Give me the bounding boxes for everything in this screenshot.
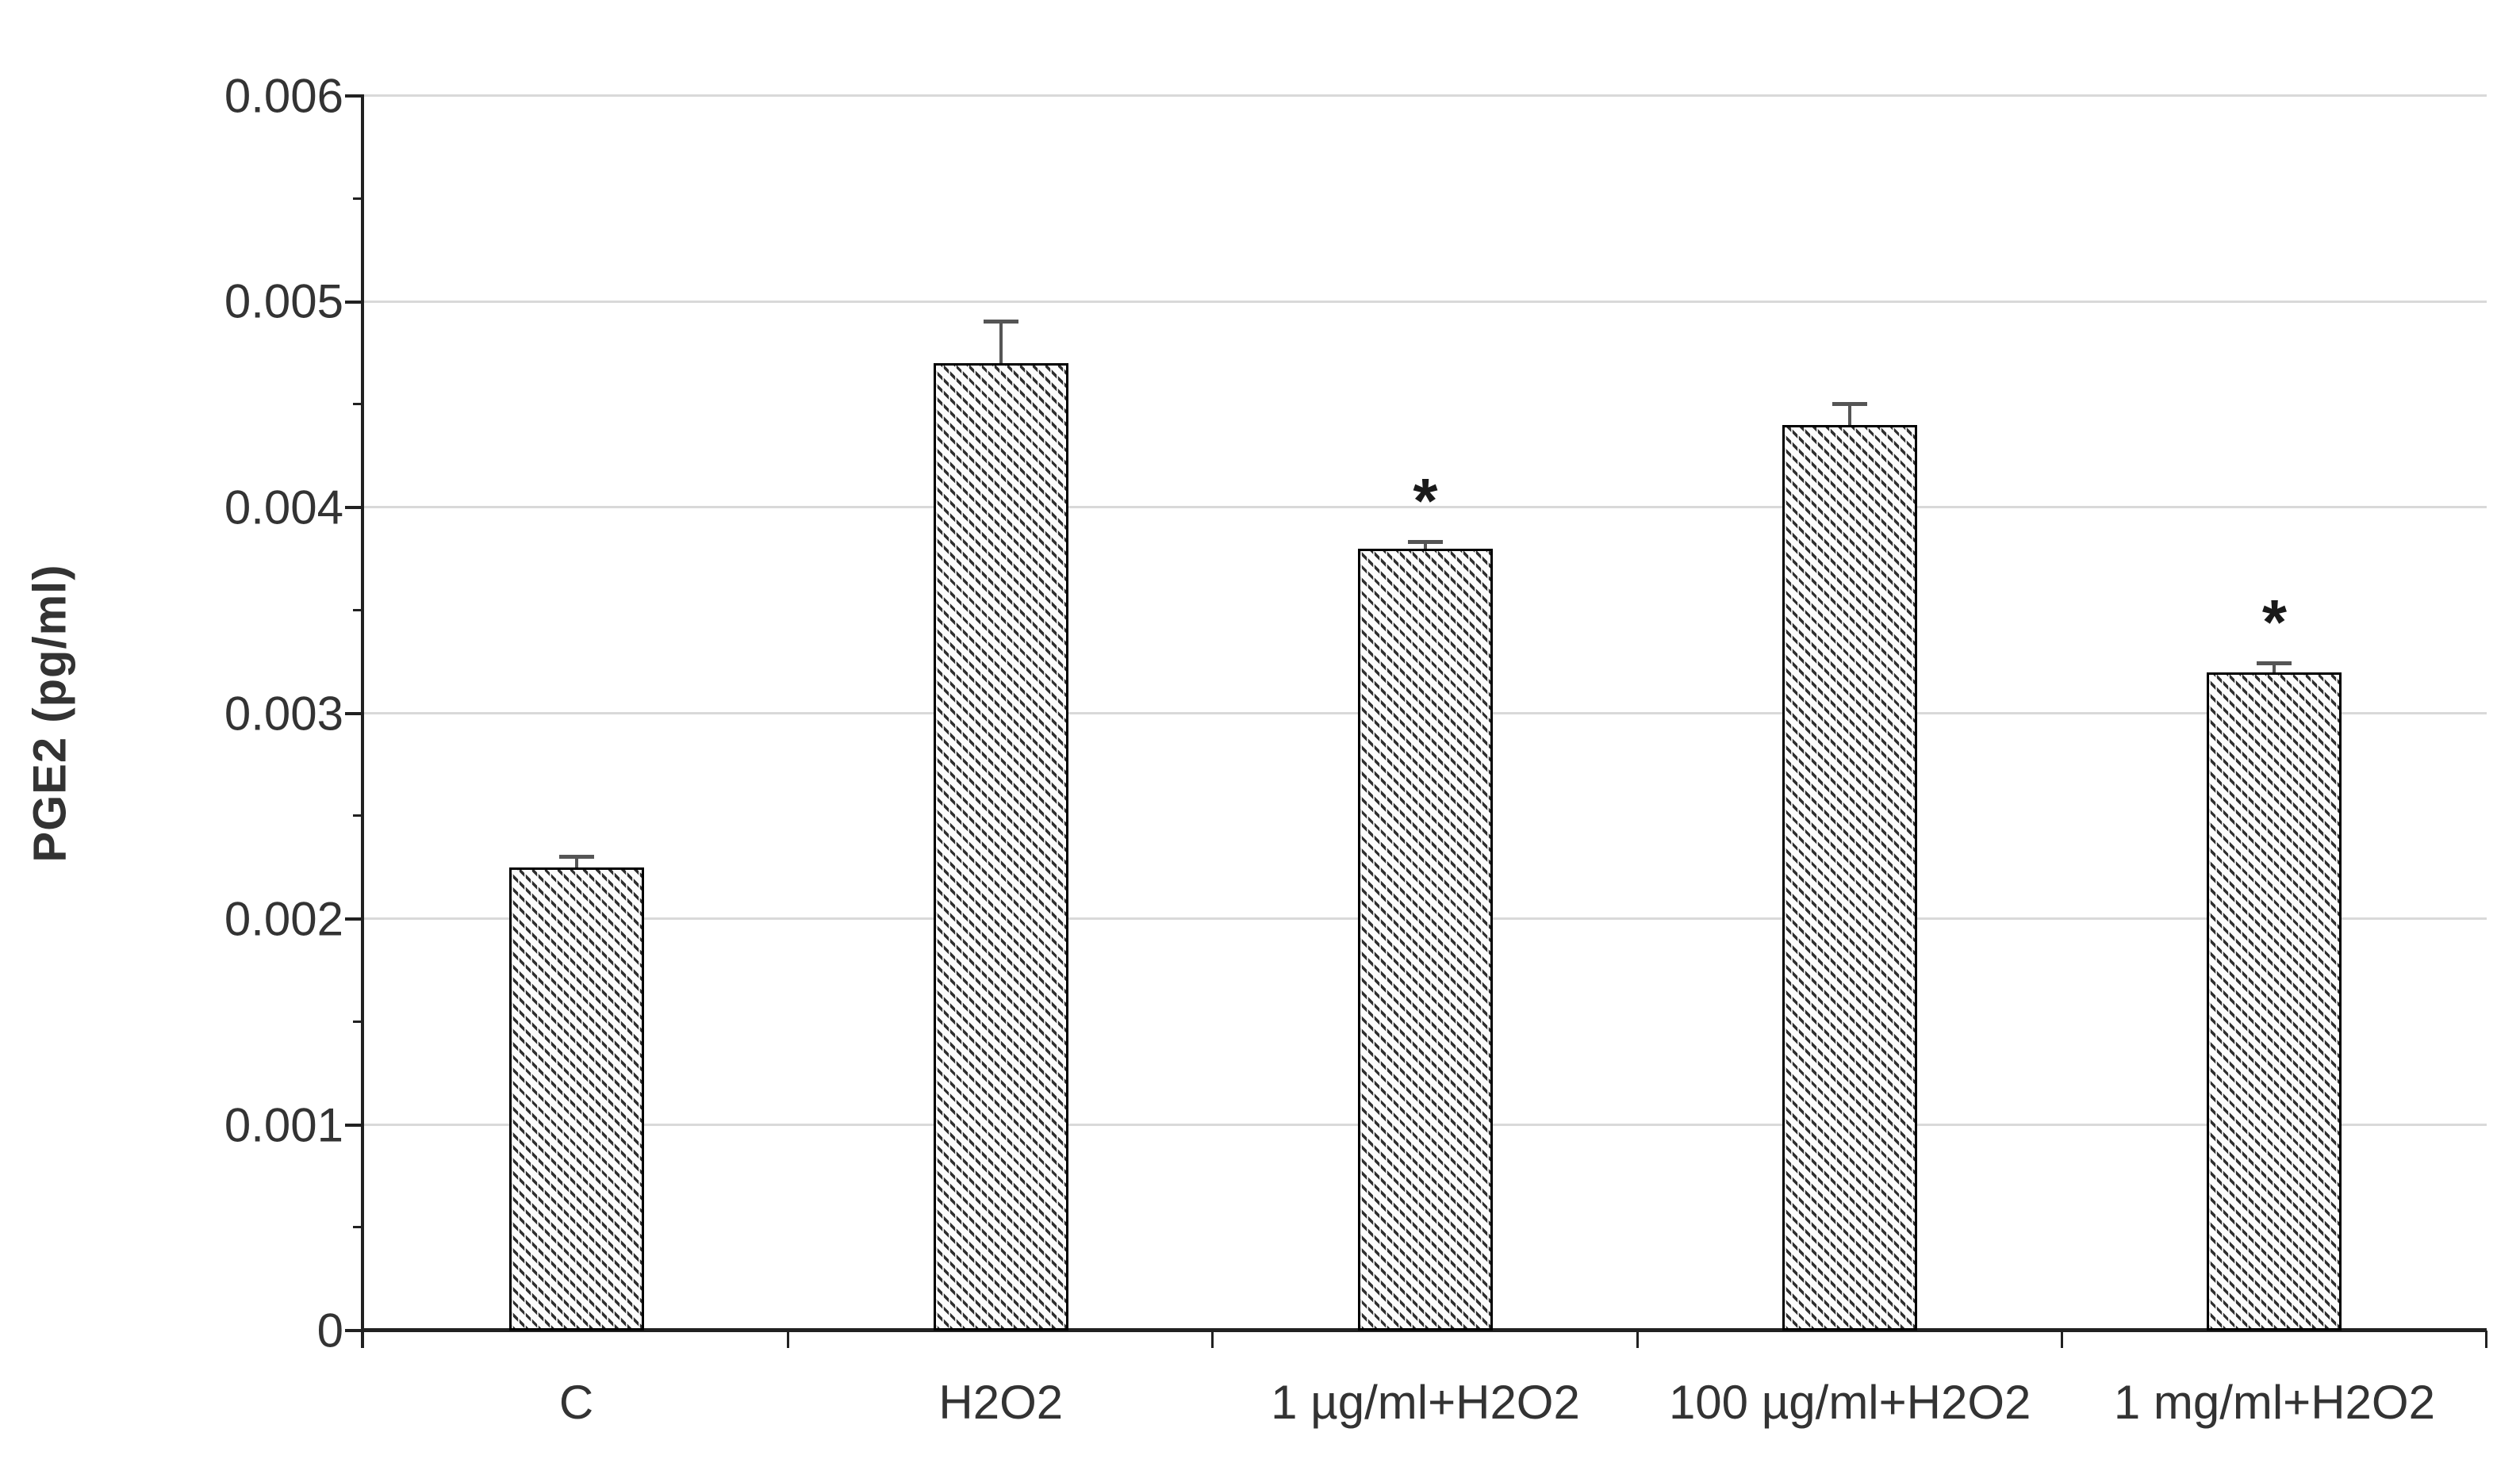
x-boundary-tick [1636,1331,1639,1348]
error-bar-cap [1408,540,1443,545]
y-axis-line [361,96,364,1348]
error-bar-stem [2273,664,2276,672]
error-bar-cap [1832,402,1868,407]
error-bar-cap [558,855,594,860]
error-bar-stem [1424,542,1427,549]
bar [508,867,644,1331]
x-boundary-tick [2060,1331,2063,1348]
y-major-tick [345,94,364,98]
y-minor-tick [353,197,364,200]
error-bar-stem [999,322,1003,364]
x-category-label: C [558,1376,594,1429]
y-tick-label: 0.006 [224,69,343,123]
y-tick-label: 0.004 [224,481,343,534]
bar [1782,425,1918,1331]
y-major-tick [345,1329,364,1332]
bar [933,363,1068,1331]
x-boundary-tick [787,1331,790,1348]
y-axis-title: PGE2 (pg/ml) [24,564,76,863]
y-tick-label: 0.005 [224,274,343,328]
x-category-label: H2O2 [938,1376,1064,1429]
y-tick-label: 0.003 [224,687,343,740]
error-bar-cap [2257,661,2292,666]
y-major-tick [345,506,364,510]
error-bar-stem [574,857,578,868]
bar [2207,672,2342,1331]
plot-area: 0 0.001 0.002 0.003 0.004 0.005 0.006 C H2O2 * 1 µ… [224,70,2487,1429]
y-minor-tick [353,814,364,818]
y-major-tick [345,711,364,715]
y-axis-title-box: PGE2 (pg/ml) [6,96,94,1331]
y-major-tick [345,1123,364,1127]
gridline [364,94,2487,97]
x-category-label: 100 µg/ml+H2O2 [1668,1376,2031,1429]
bar [1358,548,1493,1331]
y-tick-label: 0.002 [224,892,343,946]
x-boundary-tick [1211,1331,1214,1348]
y-minor-tick [353,608,364,611]
y-major-tick [345,917,364,921]
y-minor-tick [353,1020,364,1023]
y-minor-tick [353,1226,364,1229]
x-category-label: 1 µg/ml+H2O2 [1271,1376,1580,1429]
x-category-label: 1 mg/ml+H2O2 [2113,1376,2435,1429]
y-major-tick [345,300,364,304]
error-bar-stem [1848,404,1852,426]
y-tick-label: 0.001 [224,1098,343,1151]
gridline [364,300,2487,303]
y-tick-label: 0 [316,1304,343,1358]
y-minor-tick [353,403,364,406]
significance-asterisk: * [1413,465,1438,537]
significance-asterisk: * [2261,587,2287,658]
x-boundary-tick [2485,1331,2487,1348]
gridline [364,506,2487,509]
error-bar-cap [983,320,1018,324]
